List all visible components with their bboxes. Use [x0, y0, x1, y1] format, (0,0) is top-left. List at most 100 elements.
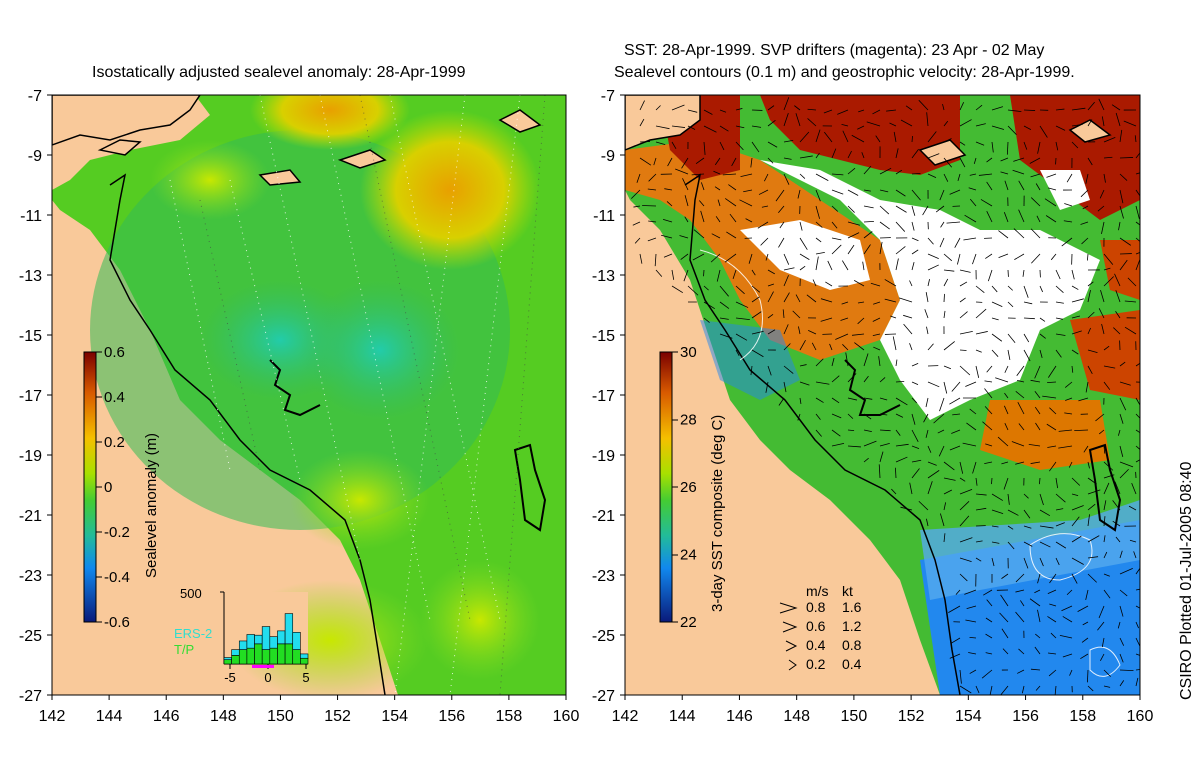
velocity-arrow — [1023, 525, 1032, 529]
velocity-key-kt: 0.4 — [842, 656, 862, 672]
velocity-arrow — [714, 157, 721, 166]
velocity-arrow — [863, 189, 871, 192]
velocity-arrow — [1087, 556, 1099, 559]
velocity-arrow — [847, 205, 855, 213]
velocity-arrow — [952, 413, 961, 416]
y-tick-label: -13 — [19, 268, 42, 285]
velocity-arrow — [891, 488, 897, 495]
left-colorbar-tick: 0.6 — [104, 344, 125, 361]
velocity-arrow — [863, 244, 871, 255]
velocity-arrow — [681, 157, 689, 169]
velocity-arrow — [831, 189, 844, 195]
velocity-arrow — [943, 477, 956, 481]
velocity-arrow — [815, 413, 821, 420]
velocity-arrow — [750, 157, 753, 168]
velocity-arrow — [1103, 474, 1115, 479]
velocity-arrow — [831, 173, 844, 176]
velocity-arrow — [751, 285, 761, 293]
velocity-arrow — [1135, 205, 1140, 219]
velocity-arrow — [1017, 402, 1025, 415]
velocity-arrow — [758, 189, 769, 195]
velocity-arrow — [815, 129, 821, 143]
velocity-arrow — [1000, 157, 1009, 162]
velocity-arrow — [1087, 327, 1091, 335]
x-tick-label: 142 — [612, 708, 639, 725]
velocity-arrow — [1135, 381, 1140, 383]
velocity-arrow — [808, 330, 817, 335]
histogram-bar-ers — [246, 634, 255, 649]
velocity-arrow — [1114, 273, 1121, 287]
velocity-arrow — [1058, 445, 1073, 449]
velocity-arrow — [684, 195, 689, 207]
right-colorbar-tick-labels: 30 28 26 24 22 — [680, 344, 697, 631]
velocity-arrow — [1119, 381, 1131, 386]
histogram-x-tick: 0 — [264, 670, 271, 685]
histogram-bar-tp — [292, 649, 301, 665]
velocity-arrow — [879, 443, 890, 447]
left-colorbar-tick: 0 — [104, 479, 112, 496]
velocity-arrow — [1087, 157, 1093, 166]
velocity-arrow — [751, 311, 762, 319]
velocity-arrow — [719, 125, 729, 132]
velocity-arrow — [687, 125, 696, 130]
velocity-arrow — [761, 205, 769, 208]
velocity-arrow — [911, 363, 919, 367]
velocity-arrow — [927, 343, 934, 351]
velocity-arrow — [719, 285, 729, 297]
velocity-arrow — [923, 413, 929, 423]
velocity-arrow — [1083, 445, 1089, 453]
histogram-ymax: 500 — [180, 586, 202, 601]
velocity-arrow — [983, 589, 993, 596]
x-tick-label: 152 — [324, 708, 351, 725]
velocity-arrow — [1014, 253, 1025, 261]
histogram-x-tick: 5 — [302, 670, 309, 685]
velocity-arrow — [675, 168, 689, 175]
velocity-arrow — [831, 397, 840, 404]
velocity-arrow — [1119, 189, 1124, 204]
velocity-arrow — [959, 488, 973, 495]
velocity-arrow — [667, 157, 673, 167]
velocity-arrow — [639, 118, 645, 127]
velocity-arrow — [975, 349, 982, 353]
velocity-arrow — [1023, 541, 1033, 547]
velocity-arrow — [1055, 477, 1059, 489]
y-tick-label: -7 — [28, 88, 42, 105]
velocity-arrow — [884, 298, 897, 303]
velocity-arrow — [1103, 482, 1110, 495]
velocity-arrow — [1087, 573, 1097, 583]
histogram-bar-tp — [223, 659, 232, 665]
velocity-arrow — [751, 330, 764, 335]
velocity-arrow — [1112, 520, 1121, 527]
velocity-arrow — [937, 429, 945, 434]
velocity-arrow — [1055, 317, 1064, 320]
velocity-arrow — [1015, 461, 1025, 465]
velocity-arrow — [1023, 557, 1029, 569]
velocity-arrow — [729, 213, 737, 223]
velocity-arrow — [1017, 669, 1025, 674]
velocity-arrow — [975, 123, 986, 127]
velocity-arrow — [959, 685, 972, 694]
velocity-arrow — [927, 470, 940, 479]
velocity-arrow — [905, 105, 913, 111]
velocity-arrow — [724, 198, 737, 207]
velocity-arrow — [735, 317, 750, 321]
velocity-arrow — [939, 397, 945, 412]
velocity-arrow — [911, 397, 918, 404]
velocity-arrow — [1055, 557, 1060, 566]
x-tick-label: 156 — [438, 708, 465, 725]
velocity-arrow — [918, 500, 929, 511]
velocity-arrow — [1071, 557, 1084, 565]
right-colorbar-tick: 22 — [680, 614, 697, 631]
velocity-arrow — [847, 244, 855, 255]
velocity-arrow — [943, 489, 953, 495]
velocity-arrow — [1103, 573, 1110, 577]
velocity-arrow — [1071, 365, 1074, 373]
velocity-arrow — [1039, 525, 1054, 529]
y-tick-label: -11 — [593, 208, 615, 225]
velocity-arrow — [765, 381, 769, 393]
velocity-arrow — [1049, 407, 1057, 415]
velocity-arrow — [799, 131, 810, 143]
velocity-arrow — [831, 148, 837, 159]
velocity-arrow — [978, 173, 993, 176]
velocity-arrow — [903, 314, 913, 319]
